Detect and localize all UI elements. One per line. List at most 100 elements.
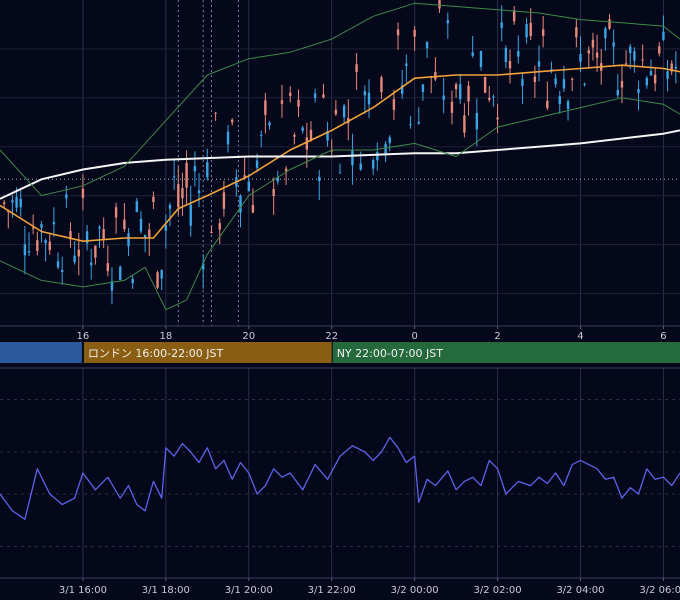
x-tick-label: 0 [411, 331, 417, 342]
candle-body [562, 79, 566, 89]
candle-body [56, 261, 60, 268]
candle-body [201, 263, 205, 270]
candle-body [504, 48, 508, 62]
x-tick-label: 22 [325, 331, 338, 342]
session-box [83, 342, 332, 363]
candle-body [181, 188, 184, 199]
series-band_upper [0, 2, 680, 197]
candle-body [488, 97, 491, 100]
candle-body [637, 89, 640, 93]
candle-body [479, 50, 483, 68]
oscillator-panel: 3/1 16:00 3/1 18:00 3/1 20:00 3/1 22:00 3/2 … [0, 436, 680, 596]
candle-body [641, 59, 644, 61]
candle-body [119, 266, 122, 280]
candle-body [359, 163, 362, 170]
candle-body [210, 231, 213, 234]
candle-body [143, 234, 147, 238]
candle-body [193, 166, 197, 172]
candle-body [297, 99, 300, 107]
candle-body [284, 168, 288, 172]
candle-body [496, 117, 499, 120]
candle-body [114, 207, 118, 218]
candle-body [214, 112, 217, 114]
candle-body [264, 100, 267, 115]
candle-body [48, 241, 51, 251]
candle-body [583, 83, 586, 85]
candle-body [554, 78, 557, 85]
candle-body [334, 109, 338, 115]
candle-body [309, 129, 313, 141]
candle-body [218, 223, 221, 230]
candle-body [396, 29, 400, 36]
candle-body [612, 42, 615, 47]
candle-body [471, 52, 474, 56]
session-bar: ロンドン 16:00-22:00 JST NY 22:00-07:00 JST [0, 342, 680, 363]
candle-body [65, 194, 68, 199]
candle-body [595, 52, 599, 58]
candle-body [226, 131, 230, 145]
candle-body [185, 162, 188, 188]
candle-body [604, 28, 607, 39]
candle-body [463, 115, 466, 133]
candle-body [351, 150, 354, 166]
osc-x-tick-label: 3/2 02:00 [474, 585, 522, 596]
candle-body [579, 53, 582, 62]
candle-body [417, 121, 420, 124]
candle-body [160, 269, 163, 279]
candle-body [342, 105, 346, 118]
candle-body [127, 233, 130, 247]
candle-body [222, 192, 226, 209]
candle-body [19, 198, 22, 208]
candle-body [629, 46, 632, 54]
candle-layer [2, 0, 678, 305]
candle-body [338, 172, 342, 174]
candle-body [591, 39, 595, 48]
candle-body [400, 85, 404, 94]
candle-body [301, 127, 304, 131]
osc-x-tick-label: 3/1 20:00 [225, 585, 273, 596]
candle-body [662, 31, 665, 40]
candle-body [322, 94, 325, 98]
candle-body [156, 272, 159, 288]
candle-body [467, 85, 470, 102]
candle-body [575, 27, 578, 38]
candle-body [446, 20, 450, 24]
candle-body [355, 64, 358, 73]
candle-body [276, 177, 280, 182]
candle-body [90, 262, 93, 266]
candle-body [624, 63, 628, 65]
candle-body [268, 122, 271, 126]
candle-body [197, 190, 201, 194]
candle-body [541, 29, 545, 36]
candle-body [94, 245, 97, 258]
candle-body [517, 51, 520, 57]
candle-body [139, 218, 143, 232]
candle-body [537, 61, 541, 67]
candle-body [459, 84, 462, 100]
candle-body [363, 91, 367, 96]
candle-body [492, 96, 495, 98]
line-layer [0, 2, 680, 311]
candle-body [550, 69, 553, 71]
candle-body [438, 0, 441, 9]
candle-body [2, 202, 6, 205]
candle-body [388, 137, 391, 144]
candle-body [243, 175, 246, 178]
osc-x-tick-label: 3/1 18:00 [142, 585, 190, 596]
candle-body [376, 152, 379, 161]
candle-body [318, 176, 321, 181]
candle-body [529, 22, 532, 36]
candle-body [15, 197, 18, 208]
osc-x-tick-label: 3/2 00:00 [391, 585, 439, 596]
candle-body [272, 188, 275, 196]
candle-body [608, 19, 611, 29]
candle-body [164, 225, 168, 231]
candle-body [616, 89, 620, 96]
candle-body [69, 231, 72, 240]
candle-body [570, 78, 574, 80]
candle-body [380, 77, 383, 93]
candle-body [384, 143, 387, 156]
candle-body [450, 101, 454, 113]
candle-body [645, 78, 649, 86]
